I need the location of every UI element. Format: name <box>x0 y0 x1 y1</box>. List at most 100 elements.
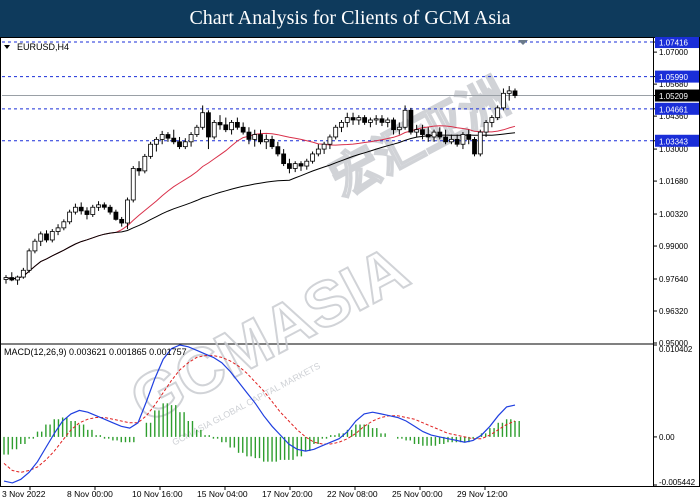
candle-body <box>171 137 177 143</box>
candle-body <box>396 126 402 131</box>
candle-body <box>437 131 443 138</box>
candle-body <box>153 138 159 145</box>
chevron-down-icon[interactable] <box>4 45 10 49</box>
candle-body <box>495 107 501 118</box>
level-label: 1.07416 <box>659 39 688 48</box>
candle-body <box>49 231 55 241</box>
candle-body <box>188 134 194 143</box>
candle-body <box>130 168 136 201</box>
candle-body <box>356 117 362 121</box>
candle-body <box>182 141 188 148</box>
macd-tick-label: 0.010402 <box>659 345 693 354</box>
candle-body <box>223 124 229 131</box>
candle-body <box>258 134 263 143</box>
page-title: Chart Analysis for Clients of GCM Asia <box>0 0 700 37</box>
candle-body <box>466 134 472 140</box>
candle-body <box>321 143 327 150</box>
candle-body <box>275 146 281 155</box>
candle-body <box>408 109 414 133</box>
candle-body <box>165 134 171 139</box>
candle-body <box>15 276 20 281</box>
scroll-marker-icon[interactable] <box>518 40 528 45</box>
price-tick-label: 0.95000 <box>659 339 688 348</box>
candle-body <box>229 122 234 131</box>
candle-body <box>107 206 113 213</box>
candle-body <box>281 153 287 165</box>
candle-body <box>362 117 368 123</box>
candle-body <box>472 138 477 155</box>
candle-body <box>489 117 495 123</box>
macd-tick-label: 0.00 <box>659 433 675 442</box>
candle-body <box>177 141 182 148</box>
level-label: 1.03343 <box>659 137 688 146</box>
candle-body <box>206 112 211 138</box>
candle-body <box>159 134 165 140</box>
candle-body <box>78 206 84 212</box>
candle-body <box>200 112 206 128</box>
candle-body <box>333 126 339 138</box>
macd-main-line <box>3 344 516 484</box>
price-tick-label: 0.97640 <box>659 275 688 284</box>
candle-body <box>287 163 292 169</box>
symbol-label: EURUSD,H4 <box>17 42 69 52</box>
candle-body <box>327 136 333 145</box>
price-tick-label: 1.01680 <box>659 177 688 186</box>
candle-body <box>304 160 310 167</box>
candle-body <box>420 129 425 135</box>
price-chart: GCMASIA 宏汇亚洲 GCM ASIA GLOBAL CAPITAL MAR… <box>0 37 700 499</box>
candle-body <box>339 122 344 128</box>
time-tick-label: 22 Nov 08:00 <box>327 489 378 499</box>
candle-body <box>3 277 9 280</box>
candle-body <box>125 199 130 224</box>
candle-body <box>391 119 396 131</box>
candle-body <box>373 118 379 121</box>
level-label-bg <box>655 89 699 102</box>
candle-body <box>263 138 269 143</box>
candle-body <box>454 138 460 145</box>
candle-body <box>448 138 454 143</box>
macd-signal-line <box>3 355 516 473</box>
price-tick-label: 1.04360 <box>659 112 688 121</box>
candle-body <box>217 122 223 126</box>
candle-body <box>119 218 125 224</box>
candle-body <box>443 136 448 143</box>
candle-body <box>483 122 489 133</box>
candle-body <box>136 168 142 172</box>
candle-body <box>61 221 67 229</box>
candle-body <box>20 269 26 278</box>
candle-body <box>211 122 217 138</box>
level-label-bg <box>655 102 699 115</box>
candle-body <box>55 227 61 232</box>
candle-body <box>142 155 148 172</box>
candle-body <box>240 126 246 133</box>
candle-body <box>292 163 298 169</box>
candle-body <box>96 204 101 208</box>
time-tick-label: 10 Nov 16:00 <box>132 489 183 499</box>
candle-body <box>269 138 275 148</box>
level-label: 1.05209 <box>659 92 688 101</box>
price-tick-label: 0.96320 <box>659 307 688 316</box>
candle-body <box>67 211 73 223</box>
candle-body <box>385 119 391 123</box>
candle-body <box>252 134 258 140</box>
time-tick-label: 8 Nov 00:00 <box>67 489 113 499</box>
candle-body <box>101 204 107 208</box>
level-label: 1.05990 <box>659 73 688 82</box>
level-label-bg <box>655 37 699 49</box>
candle-body <box>148 143 154 157</box>
candle-body <box>44 233 49 241</box>
price-tick-label: 1.03000 <box>659 145 688 154</box>
time-tick-label: 29 Nov 12:00 <box>457 489 508 499</box>
candle-body <box>414 129 420 133</box>
candle-body <box>84 210 90 215</box>
candle-body <box>9 277 15 281</box>
candle-body <box>113 211 119 220</box>
candle-body <box>477 131 483 155</box>
candle-body <box>379 118 385 123</box>
candle-body <box>402 109 408 128</box>
candle-body <box>26 250 32 271</box>
time-tick-label: 25 Nov 00:00 <box>392 489 443 499</box>
price-tick-label: 1.07000 <box>659 48 688 57</box>
candle-body <box>246 131 252 140</box>
candle-body <box>73 206 78 213</box>
